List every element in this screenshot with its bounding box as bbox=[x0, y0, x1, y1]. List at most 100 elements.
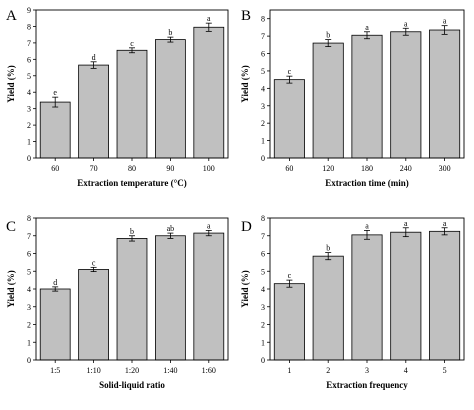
x-tick-label: 180 bbox=[361, 164, 373, 173]
x-tick-label: 5 bbox=[443, 366, 447, 375]
y-tick-label: 0 bbox=[261, 356, 265, 365]
y-axis-title: Yield (%) bbox=[240, 270, 250, 307]
x-tick-label: 1:40 bbox=[163, 366, 177, 375]
y-tick-label: 8 bbox=[261, 214, 265, 223]
x-tick-label: 3 bbox=[365, 366, 369, 375]
bar bbox=[273, 283, 305, 361]
y-tick-label: 3 bbox=[261, 303, 265, 312]
x-tick-label: 1 bbox=[287, 366, 291, 375]
significance-letter: a bbox=[404, 19, 408, 28]
y-tick-label: 2 bbox=[27, 321, 31, 330]
significance-letter: a bbox=[365, 23, 369, 32]
significance-letter: b bbox=[130, 227, 134, 236]
x-tick-label: 80 bbox=[128, 164, 136, 173]
panel-label: C bbox=[6, 219, 16, 235]
panel-D: Dc 1 b 2 a 3 a 4 a 5 0 1 2 3 4 5 6 7 8 Extraction frequency… bbox=[240, 214, 465, 390]
y-tick-label: 2 bbox=[261, 119, 265, 128]
panel-C: Cd 1:5 c 1:10 b 1:20 ab 1:40 a 1:60 0 1 2 3 4 5 6 7 8 Solid… bbox=[6, 214, 229, 390]
y-tick-label: 3 bbox=[261, 102, 265, 111]
significance-letter: a bbox=[443, 17, 447, 26]
y-tick-label: 9 bbox=[27, 6, 31, 15]
panel-label: A bbox=[6, 8, 17, 24]
y-axis-title: Yield (%) bbox=[6, 65, 16, 102]
significance-letter: a bbox=[404, 219, 408, 228]
bar bbox=[390, 31, 422, 159]
x-tick-label: 60 bbox=[51, 164, 59, 173]
bar bbox=[116, 49, 148, 159]
y-tick-label: 7 bbox=[261, 232, 265, 241]
y-tick-label: 1 bbox=[261, 338, 265, 347]
y-tick-label: 4 bbox=[27, 285, 31, 294]
significance-letter: a bbox=[207, 221, 211, 230]
bar bbox=[155, 235, 186, 361]
bar bbox=[351, 234, 383, 361]
panel-label: B bbox=[241, 8, 251, 24]
significance-letter: c bbox=[130, 39, 134, 48]
y-tick-label: 3 bbox=[27, 303, 31, 312]
y-tick-label: 0 bbox=[27, 356, 31, 365]
y-tick-label: 1 bbox=[27, 338, 31, 347]
x-axis-title: Solid-liquid ratio bbox=[99, 380, 165, 390]
y-tick-label: 8 bbox=[27, 214, 31, 223]
y-tick-label: 6 bbox=[261, 250, 265, 259]
y-tick-label: 4 bbox=[261, 285, 265, 294]
bar bbox=[39, 101, 71, 159]
y-tick-label: 5 bbox=[27, 72, 31, 81]
bar bbox=[116, 238, 148, 361]
y-tick-label: 6 bbox=[27, 55, 31, 64]
x-tick-label: 300 bbox=[439, 164, 451, 173]
bar bbox=[39, 288, 71, 361]
y-axis-title: Yield (%) bbox=[240, 65, 250, 102]
bar bbox=[78, 269, 109, 361]
bar bbox=[193, 26, 225, 159]
significance-letter: ab bbox=[167, 224, 175, 233]
significance-letter: a bbox=[365, 221, 369, 230]
y-tick-label: 7 bbox=[261, 32, 265, 41]
bar bbox=[312, 255, 344, 361]
bar bbox=[193, 232, 225, 361]
x-tick-label: 1:10 bbox=[86, 366, 100, 375]
y-tick-label: 5 bbox=[261, 267, 265, 276]
significance-letter: e bbox=[53, 88, 57, 97]
y-tick-label: 2 bbox=[27, 121, 31, 130]
x-tick-label: 2 bbox=[326, 366, 330, 375]
y-axis-title: Yield (%) bbox=[6, 270, 16, 307]
bar bbox=[155, 39, 186, 159]
bar bbox=[429, 29, 461, 159]
significance-letter: a bbox=[207, 14, 211, 23]
axes-frame bbox=[35, 9, 229, 159]
bar bbox=[351, 34, 383, 159]
y-tick-label: 2 bbox=[261, 321, 265, 330]
x-tick-label: 1:20 bbox=[125, 366, 139, 375]
x-axis-title: Extraction time (min) bbox=[325, 178, 408, 188]
y-tick-label: 0 bbox=[261, 154, 265, 163]
x-axis-title: Extraction temperature (°C) bbox=[77, 178, 186, 188]
bar bbox=[312, 42, 344, 159]
y-tick-label: 0 bbox=[27, 154, 31, 163]
y-tick-label: 5 bbox=[261, 67, 265, 76]
x-tick-label: 90 bbox=[166, 164, 174, 173]
y-tick-label: 1 bbox=[261, 137, 265, 146]
panel-B: Bc 60 b 120 a 180 a 240 a 300 0 1 2 3 4 5 6 7 8 Extraction … bbox=[240, 8, 465, 188]
significance-letter: d bbox=[53, 278, 57, 287]
y-tick-label: 1 bbox=[27, 138, 31, 147]
x-tick-label: 100 bbox=[203, 164, 215, 173]
y-tick-label: 7 bbox=[27, 232, 31, 241]
significance-letter: c bbox=[92, 258, 96, 267]
y-tick-label: 8 bbox=[261, 15, 265, 24]
y-tick-label: 7 bbox=[27, 39, 31, 48]
y-tick-label: 4 bbox=[27, 88, 31, 97]
x-tick-label: 1:60 bbox=[202, 366, 216, 375]
axes-frame bbox=[35, 217, 229, 361]
x-tick-label: 4 bbox=[404, 366, 408, 375]
bar bbox=[429, 230, 461, 361]
significance-letter: b bbox=[168, 28, 172, 37]
bar bbox=[78, 64, 109, 159]
bar bbox=[390, 231, 422, 361]
significance-letter: a bbox=[443, 219, 447, 228]
x-axis-title: Extraction frequency bbox=[326, 380, 408, 390]
axes-frame bbox=[269, 9, 465, 159]
y-tick-label: 3 bbox=[27, 105, 31, 114]
x-tick-label: 240 bbox=[400, 164, 412, 173]
